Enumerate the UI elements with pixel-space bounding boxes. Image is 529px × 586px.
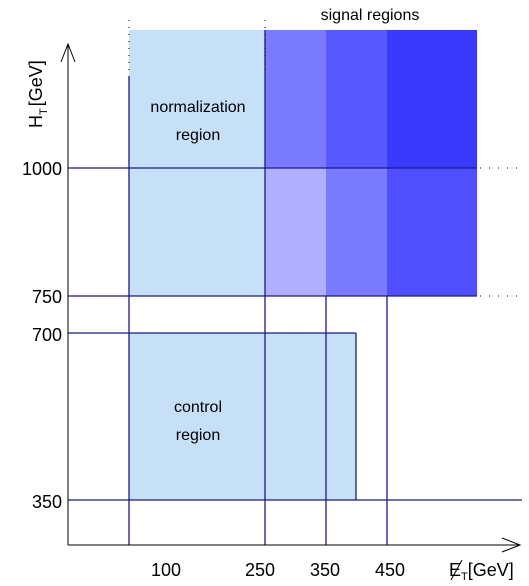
y-axis-arrow	[60, 42, 76, 63]
control-region	[129, 333, 356, 500]
control-label-line2: region	[176, 427, 220, 444]
signal-region-250-350-low	[265, 168, 326, 296]
signal-regions-title: signal regions	[321, 7, 420, 24]
y-tick-750: 750	[32, 287, 62, 307]
x-tick-100: 100	[151, 560, 181, 580]
x-axis-label: ET[GeV]	[449, 559, 514, 583]
y-tick-1000: 1000	[22, 159, 62, 179]
signal-region-250-350-high	[265, 30, 326, 168]
control-label-line1: control	[174, 399, 222, 416]
signal-region-450plus-low	[387, 168, 477, 296]
signal-region-450plus-high	[387, 30, 477, 168]
y-tick-350: 350	[32, 492, 62, 512]
x-axis-arrow	[501, 537, 522, 553]
signal-region-350-450-high	[326, 30, 387, 168]
missing-et-slash	[450, 559, 463, 581]
normalization-label-line1: normalization	[150, 99, 245, 116]
signal-region-350-450-low	[326, 168, 387, 296]
normalization-region	[129, 30, 265, 296]
x-tick-350: 350	[310, 560, 340, 580]
y-tick-700: 700	[32, 325, 62, 345]
y-axis-label: HT[GeV]	[26, 60, 50, 128]
svg-text:ET[GeV]: ET[GeV]	[449, 560, 514, 583]
x-tick-250: 250	[245, 560, 275, 580]
normalization-label-line2: region	[176, 127, 220, 144]
x-tick-450: 450	[375, 560, 405, 580]
